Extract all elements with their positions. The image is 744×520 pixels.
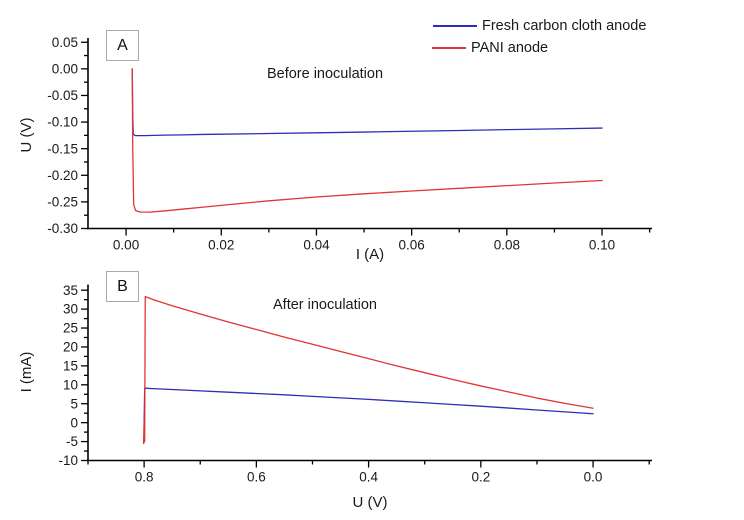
panel-b-annotation: After inoculation	[273, 297, 377, 313]
svg-text:15: 15	[63, 358, 78, 373]
panel-b-x-axis-title: U (V)	[352, 494, 388, 511]
svg-text:0.8: 0.8	[135, 470, 154, 485]
panel-a-y-axis-title: U (V)	[18, 117, 35, 153]
panel-b-tick-labels: 0.8 0.6 0.4 0.2 0.0 35 30 25 20 15 10 5 0 -5 -10	[58, 283, 602, 485]
legend-label-fresh-carbon: Fresh carbon cloth anode	[482, 18, 647, 34]
legend-line-fresh-carbon	[433, 25, 477, 27]
svg-text:0.06: 0.06	[399, 238, 425, 253]
legend-label-pani: PANI anode	[471, 40, 549, 56]
svg-text:30: 30	[63, 302, 78, 317]
svg-text:20: 20	[63, 340, 78, 355]
svg-text:0.05: 0.05	[52, 35, 78, 50]
panel-a-x-axis-title: I (A)	[355, 246, 385, 263]
panel-a-annotation: Before inoculation	[266, 66, 384, 82]
panel-b-y-axis-title: I (mA)	[18, 351, 35, 393]
svg-text:-10: -10	[58, 453, 78, 468]
svg-text:0.2: 0.2	[471, 470, 490, 485]
panel-a-label-box: A	[106, 30, 139, 61]
svg-text:0: 0	[70, 415, 78, 430]
svg-text:0.04: 0.04	[303, 238, 330, 253]
panel-a-ticks	[81, 41, 651, 236]
svg-text:0.00: 0.00	[113, 238, 139, 253]
panel-a-label: A	[117, 36, 128, 54]
svg-text:35: 35	[63, 283, 78, 298]
svg-text:-0.20: -0.20	[47, 168, 78, 183]
panel-b-series-fresh-carbon-cloth-anode	[143, 387, 594, 424]
svg-text:0.08: 0.08	[494, 238, 520, 253]
svg-text:-0.05: -0.05	[47, 88, 78, 103]
legend-item-fresh-carbon: Fresh carbon cloth anode	[433, 18, 646, 34]
svg-text:5: 5	[70, 396, 78, 411]
svg-text:-5: -5	[66, 434, 78, 449]
svg-text:0.0: 0.0	[584, 470, 603, 485]
panel-b-series-pani-anode	[142, 295, 594, 445]
svg-text:0.02: 0.02	[208, 238, 234, 253]
panel-a-series-pani-anode	[131, 68, 603, 213]
legend-line-pani	[432, 47, 466, 49]
panel-a-series-fresh-carbon-cloth-anode	[131, 68, 603, 137]
panel-a-tick-labels: 0.00 0.02 0.04 0.06 0.08 0.10 0.05 0.00 -0.05 -0.…	[47, 35, 615, 253]
panel-b-label: B	[117, 277, 128, 295]
legend-item-pani: PANI anode	[432, 40, 548, 56]
panel-b-ticks	[81, 289, 650, 468]
svg-text:-0.25: -0.25	[47, 194, 78, 209]
svg-text:-0.15: -0.15	[47, 141, 78, 156]
svg-text:-0.10: -0.10	[47, 115, 78, 130]
svg-text:10: 10	[63, 377, 78, 392]
panel-b-label-box: B	[106, 271, 139, 302]
svg-text:0.10: 0.10	[589, 238, 615, 253]
svg-text:0.4: 0.4	[359, 470, 378, 485]
svg-text:-0.30: -0.30	[47, 221, 78, 236]
svg-text:0.00: 0.00	[52, 61, 78, 76]
panel-a-axes	[87, 38, 652, 230]
svg-text:25: 25	[63, 321, 78, 336]
svg-text:0.6: 0.6	[247, 470, 266, 485]
